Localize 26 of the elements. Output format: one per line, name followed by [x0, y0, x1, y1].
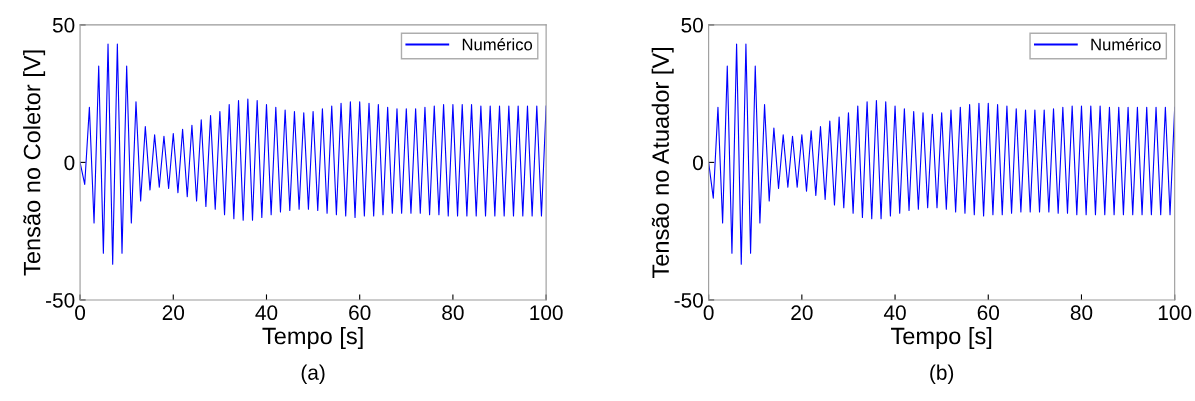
x-axis-title: Tempo [s]	[891, 327, 992, 350]
y-tick-label: -50	[46, 292, 75, 308]
y-axis-title: Tensão no Atuador [V]	[651, 47, 674, 279]
x-tick-label: 100	[530, 305, 563, 321]
legend-label: Numérico	[1091, 38, 1161, 51]
x-tick-label: 40	[255, 305, 278, 321]
x-tick-label: 20	[162, 305, 185, 321]
y-tick-label: 50	[52, 17, 75, 33]
text: (b)	[930, 364, 954, 384]
x-tick-label: 60	[977, 305, 1000, 321]
legend-label: Numérico	[462, 38, 533, 51]
x-tick-label: 20	[791, 305, 813, 321]
y-tick-label: -50	[674, 292, 703, 308]
y-tick-label: 0	[693, 155, 703, 171]
x-axis-title: Tempo [s]	[262, 327, 363, 350]
x-tick-label: 60	[349, 305, 371, 321]
x-tick-label: 40	[883, 305, 906, 321]
x-tick-label: 100	[1158, 305, 1192, 321]
x-tick-label: 0	[75, 305, 86, 321]
y-tick-label: 0	[64, 155, 75, 171]
y-axis-title: Tensão no Coletor [V]	[23, 50, 46, 276]
x-tick-label: 80	[1070, 305, 1093, 321]
x-tick-label: 0	[703, 305, 714, 321]
text: (a)	[301, 364, 325, 384]
x-tick-label: 80	[442, 305, 464, 321]
y-tick-label: 50	[681, 17, 703, 33]
